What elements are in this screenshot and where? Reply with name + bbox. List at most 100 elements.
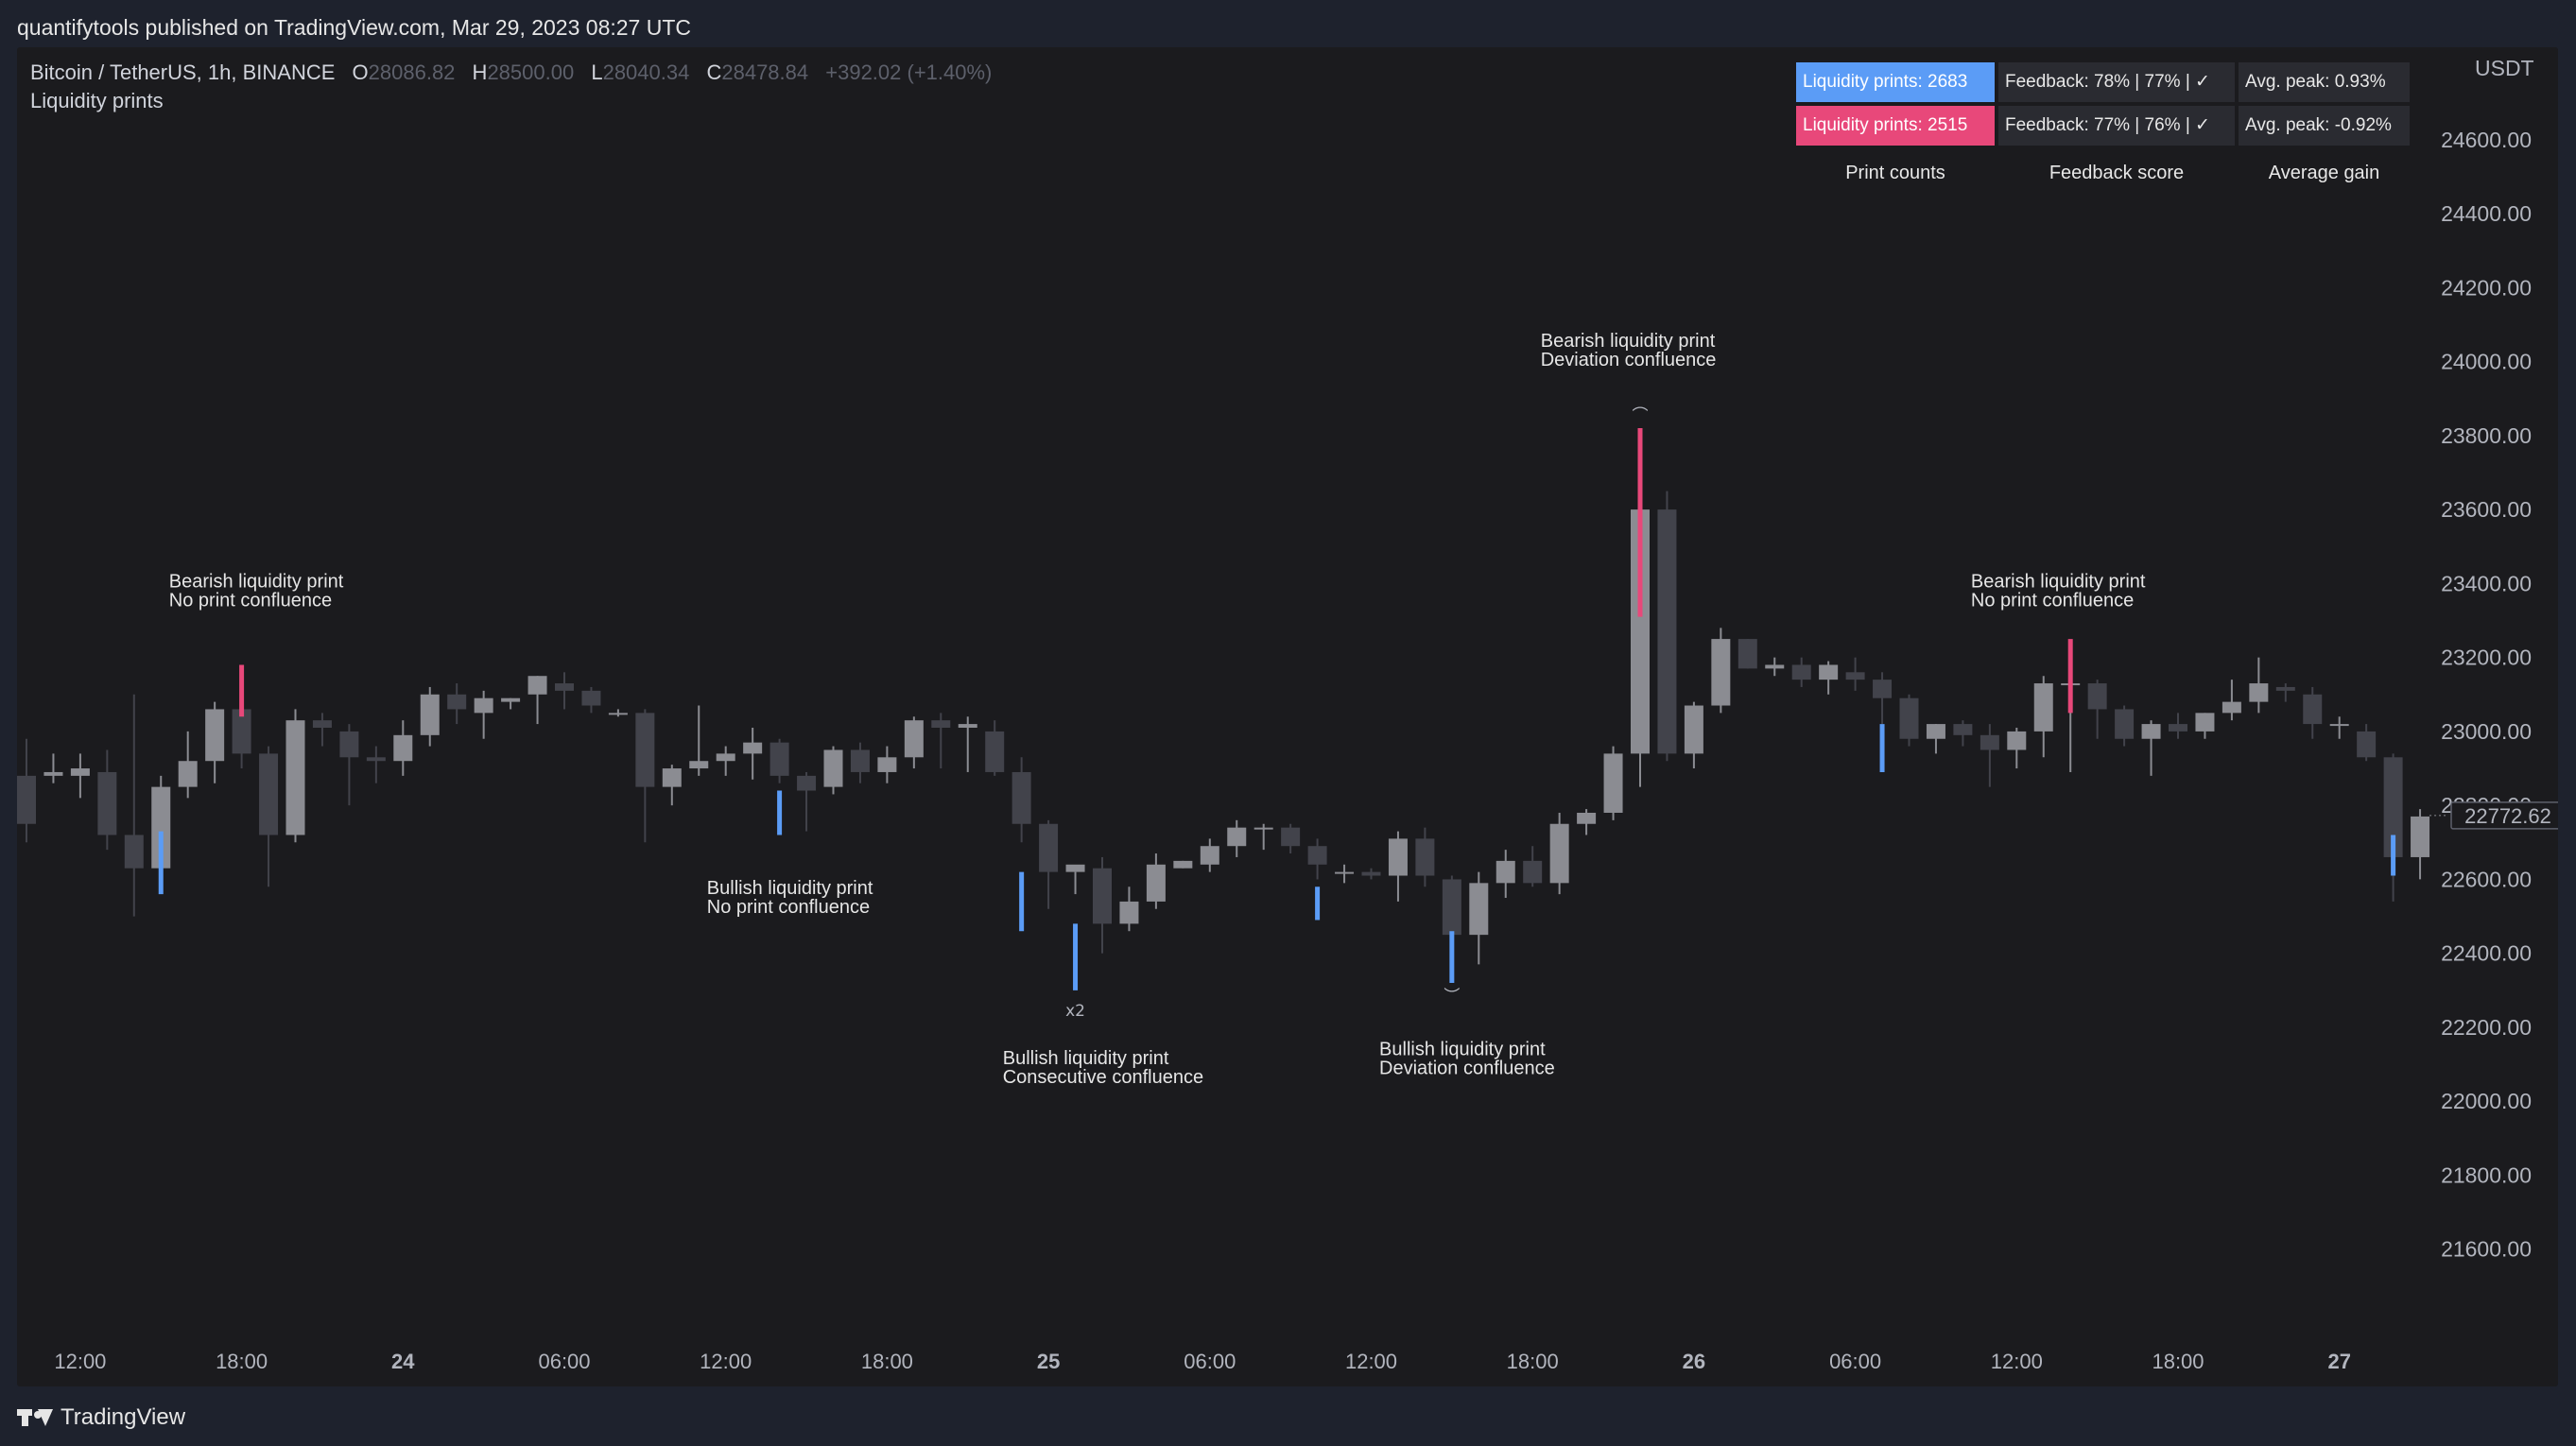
candle-body: [1657, 509, 1677, 754]
candle-body: [555, 683, 574, 691]
candle-body: [1495, 860, 1515, 884]
time-tick-label: 12:00: [1345, 1350, 1397, 1373]
candle-body: [1953, 724, 1973, 735]
symbol-name[interactable]: Bitcoin / TetherUS, 1h, BINANCE: [30, 60, 336, 84]
candle-body: [1765, 664, 1785, 669]
candle-body: [823, 749, 843, 787]
candle-body: [958, 724, 977, 728]
candle-body: [850, 749, 870, 772]
candle-body: [1119, 901, 1139, 924]
candle-body: [2007, 731, 2027, 750]
candle-body: [1980, 734, 1999, 750]
caption-print-counts: Print counts: [1845, 163, 1945, 183]
candle-body: [474, 697, 493, 714]
candle-body: [689, 761, 709, 769]
candle-body: [393, 734, 413, 762]
liquidity-annotation-label: Bearish liquidity print: [169, 571, 344, 592]
candle-body: [1603, 753, 1623, 813]
candle-body: [2303, 694, 2323, 725]
candle-body: [1845, 672, 1865, 680]
candle-body: [1253, 827, 1273, 830]
candle-body: [1711, 639, 1731, 706]
liquidity-annotation-label: Bullish liquidity print: [1379, 1039, 1546, 1059]
time-tick-label: 06:00: [1829, 1350, 1881, 1373]
caption-feedback-score: Feedback score: [2049, 163, 2185, 183]
candle-body: [285, 720, 305, 835]
price-tick-label: 23200.00: [2441, 646, 2532, 670]
liquidity-annotation-label: Bearish liquidity print: [1541, 331, 1716, 352]
footer-brand[interactable]: TradingView: [17, 1402, 185, 1434]
price-axis-currency: USDT: [2475, 56, 2534, 80]
price-tick-label: 22000.00: [2441, 1089, 2532, 1113]
time-tick-label: 27: [2327, 1350, 2350, 1373]
candle-body: [1899, 697, 1919, 739]
liquidity-annotation-label: No print confluence: [707, 897, 870, 918]
candle-body: [635, 713, 655, 787]
candle-body: [877, 757, 897, 772]
price-tick-label: 22600.00: [2441, 867, 2532, 891]
candle-body: [70, 768, 90, 776]
price-tick-label: 22200.00: [2441, 1015, 2532, 1040]
time-tick-label: 06:00: [538, 1350, 590, 1373]
candle-body: [1631, 509, 1650, 754]
time-tick-label: 12:00: [1991, 1350, 2043, 1373]
confluence-mark: ︶: [1444, 988, 1460, 1007]
liquidity-annotation-label: Bullish liquidity print: [707, 878, 873, 899]
high-value: 28500.00: [487, 60, 575, 84]
candle-body: [1200, 846, 1219, 865]
candle-body: [581, 690, 601, 706]
candle-body: [1146, 864, 1166, 902]
candle-body: [2329, 724, 2349, 727]
time-tick-label: 18:00: [1507, 1350, 1559, 1373]
candle-body: [2249, 683, 2269, 702]
candle-body: [743, 742, 763, 754]
candle-body: [1415, 838, 1435, 876]
bearish-print-count: Liquidity prints: 2515: [1796, 106, 1995, 146]
candle-body: [1873, 680, 1893, 698]
last-price-badge: [2450, 801, 2558, 830]
candle-body: [1469, 883, 1489, 936]
time-tick-label: 26: [1683, 1350, 1705, 1373]
candle-body: [2141, 724, 2161, 739]
candlestick-chart[interactable]: 21600.00 21800.00 22000.00 22200.00 22400.00…: [17, 47, 2558, 1386]
candle-body: [1173, 860, 1193, 869]
time-tick-label: 18:00: [2152, 1350, 2204, 1373]
candle-body: [1791, 664, 1811, 680]
liquidity-annotation-label: No print confluence: [1971, 590, 2134, 611]
last-price-label: 22772.62: [2464, 804, 2551, 828]
candle-body: [2222, 701, 2241, 714]
liquidity-annotation-label: Deviation confluence: [1541, 350, 1717, 370]
candle-body: [1442, 879, 1461, 936]
time-tick-label: 12:00: [54, 1350, 106, 1373]
price-axis-area: [2446, 47, 2558, 1386]
close-label: C: [706, 60, 722, 84]
candle-body: [1388, 838, 1408, 876]
candle-body: [2275, 686, 2295, 691]
candle-body: [1011, 771, 1031, 824]
candle-body: [2195, 713, 2215, 732]
candle-body: [1065, 864, 1085, 872]
candle-body: [527, 676, 547, 695]
price-tick-label: 22400.00: [2441, 941, 2532, 966]
time-tick-label: 25: [1037, 1350, 1060, 1373]
time-tick-label: 18:00: [861, 1350, 913, 1373]
candle-body: [931, 720, 951, 728]
liquidity-annotation-label: Bullish liquidity print: [1003, 1048, 1169, 1069]
indicator-legend[interactable]: Liquidity prints: [30, 89, 164, 112]
candle-body: [151, 786, 171, 869]
candle-body: [205, 709, 225, 762]
price-tick-label: 24200.00: [2441, 275, 2532, 300]
candle-body: [797, 775, 817, 791]
liquidity-annotation-label: Consecutive confluence: [1003, 1067, 1203, 1088]
candle-body: [43, 771, 63, 776]
chart-pane[interactable]: 21600.00 21800.00 22000.00 22200.00 22400.00…: [17, 47, 2558, 1386]
liquidity-annotation-label: No print confluence: [169, 590, 332, 611]
candle-body: [447, 694, 467, 710]
candle-body: [1819, 664, 1839, 680]
symbol-legend: Bitcoin / TetherUS, 1h, BINANCE O28086.8…: [30, 60, 992, 85]
candle-body: [1281, 827, 1301, 847]
bullish-print-count: Liquidity prints: 2683: [1796, 62, 1995, 102]
candle-body: [2087, 683, 2107, 710]
change-value: +392.02 (+1.40%): [825, 60, 993, 84]
candle-body: [124, 835, 144, 869]
